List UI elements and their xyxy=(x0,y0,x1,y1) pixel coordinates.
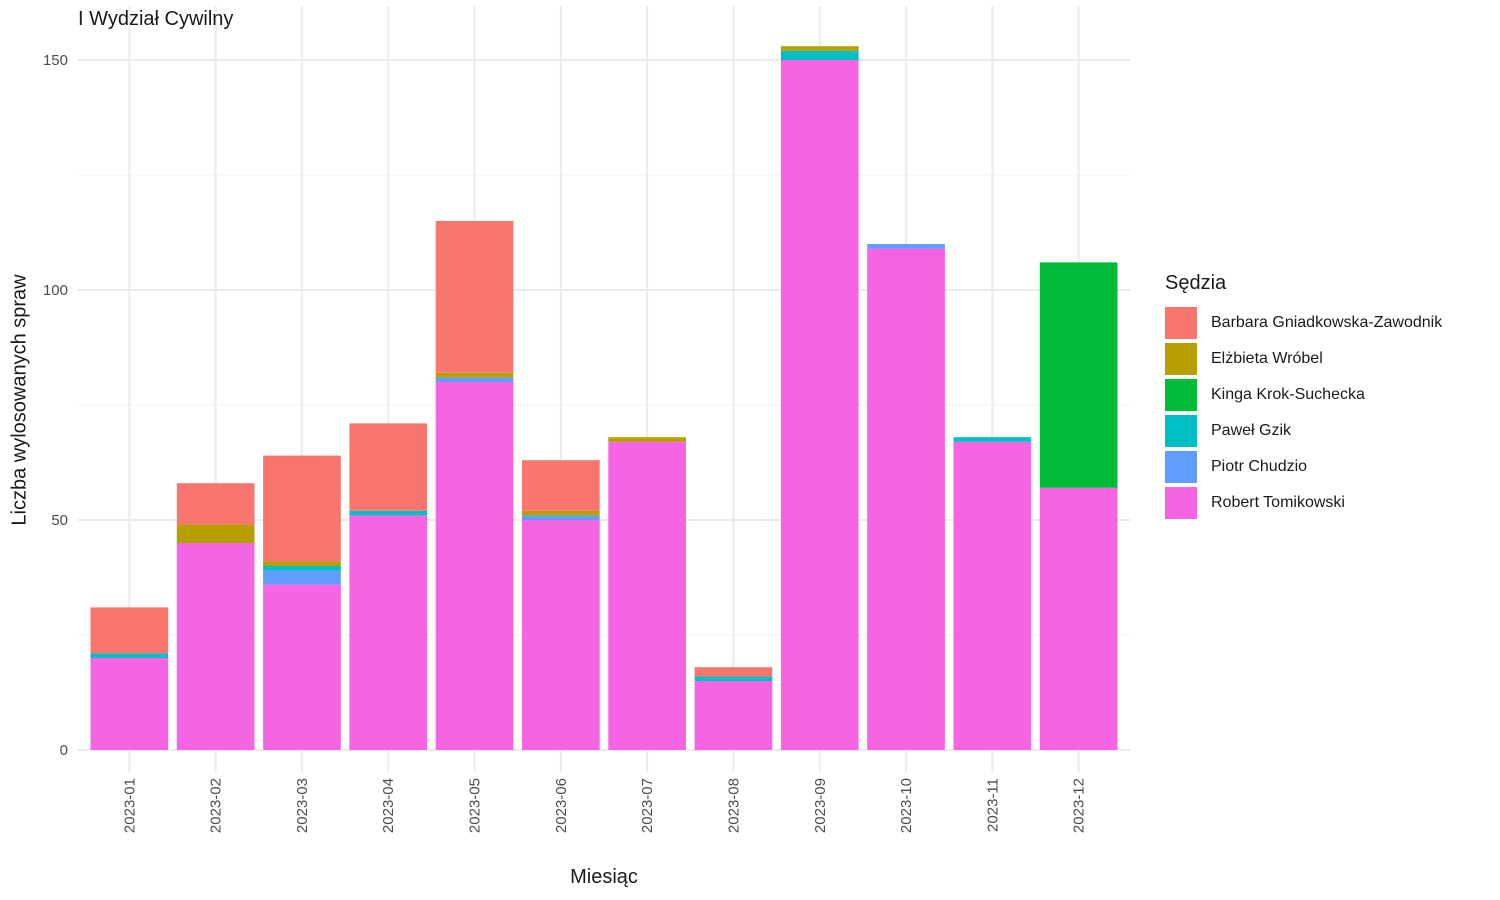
tick-layer: 0 50 100 150 2023-01 2023-02 2023-03 2023-04 202… xyxy=(43,52,1088,833)
y-tick-label: 150 xyxy=(43,52,68,69)
bar-segment xyxy=(780,50,859,60)
legend-item: Barbara Gniadkowska-Zawodnik xyxy=(1165,305,1442,341)
bar-segment xyxy=(90,658,169,750)
y-tick-label: 0 xyxy=(60,742,68,759)
x-tick-label: 2023-04 xyxy=(380,778,397,833)
bar-segment xyxy=(263,455,341,562)
bar-segment xyxy=(90,653,169,658)
bar-segment xyxy=(953,441,1032,750)
bar-segment xyxy=(522,515,600,520)
bar-segment xyxy=(694,667,773,677)
x-tick-label: 2023-03 xyxy=(294,778,311,833)
bar-segment xyxy=(522,460,600,511)
bar-segment xyxy=(349,510,428,516)
legend-swatch xyxy=(1165,307,1197,339)
bar-segment xyxy=(953,437,1032,442)
legend-swatch xyxy=(1165,379,1197,411)
x-tick-label: 2023-10 xyxy=(898,778,915,833)
x-tick-label: 2023-11 xyxy=(984,778,1001,832)
x-tick-label: 2023-01 xyxy=(121,778,138,833)
bar-segment xyxy=(694,676,773,681)
bar-segment xyxy=(867,248,945,750)
legend-items: Barbara Gniadkowska-Zawodnik Elżbieta Wró… xyxy=(1165,305,1442,521)
bar-segment xyxy=(349,515,428,750)
legend-swatch xyxy=(1165,451,1197,483)
legend-item: Elżbieta Wróbel xyxy=(1165,341,1442,377)
legend-item: Robert Tomikowski xyxy=(1165,485,1442,521)
legend-item: Paweł Gzik xyxy=(1165,413,1442,449)
legend-label: Barbara Gniadkowska-Zawodnik xyxy=(1211,314,1443,331)
y-axis-title: Liczba wylosowanych spraw xyxy=(8,274,31,526)
legend-item: Piotr Chudzio xyxy=(1165,449,1442,485)
legend-swatch xyxy=(1165,415,1197,447)
bar-segment xyxy=(435,221,514,373)
bar-segment xyxy=(90,607,169,654)
legend-label: Robert Tomikowski xyxy=(1211,494,1345,511)
x-tick-label: 2023-09 xyxy=(812,778,829,833)
bar-segment xyxy=(435,377,514,382)
legend-item: Kinga Krok-Suchecka xyxy=(1165,377,1442,413)
bar-segment xyxy=(608,437,686,442)
bar-segment xyxy=(522,520,600,750)
bar-segment xyxy=(780,60,859,750)
y-tick-label: 50 xyxy=(51,512,68,529)
x-tick-label: 2023-06 xyxy=(553,778,570,833)
bar-segment xyxy=(263,561,341,566)
bar-segment xyxy=(608,441,686,750)
bar-segment xyxy=(435,382,514,750)
bar-segment xyxy=(176,543,255,750)
bar-segment xyxy=(349,423,428,511)
bar-segment xyxy=(1039,487,1118,750)
x-axis-title: Miesiąc xyxy=(570,866,638,888)
chart-title: I Wydział Cywilny xyxy=(78,8,234,30)
bar-segment xyxy=(176,524,255,543)
x-tick-label: 2023-07 xyxy=(639,778,656,833)
bar-segment xyxy=(522,510,600,516)
legend-swatch xyxy=(1165,487,1197,519)
bar-segment xyxy=(435,372,514,378)
legend-label: Kinga Krok-Suchecka xyxy=(1211,386,1365,403)
legend-label: Paweł Gzik xyxy=(1211,422,1292,439)
bar-segment xyxy=(1039,262,1118,488)
bar-segment xyxy=(263,584,341,750)
legend-swatch xyxy=(1165,343,1197,375)
bar-segment xyxy=(263,566,341,571)
x-tick-label: 2023-02 xyxy=(208,778,225,833)
legend-label: Elżbieta Wróbel xyxy=(1211,350,1323,367)
bar-segment xyxy=(176,483,255,525)
x-tick-label: 2023-05 xyxy=(467,778,484,833)
y-tick-label: 100 xyxy=(43,282,68,299)
legend-label: Piotr Chudzio xyxy=(1211,458,1308,475)
legend: Sędzia Barbara Gniadkowska-Zawodnik Elżbi… xyxy=(1165,272,1442,521)
bar-segment xyxy=(694,681,773,750)
x-tick-label: 2023-12 xyxy=(1071,778,1088,833)
bar-segment xyxy=(867,244,945,249)
legend-title: Sędzia xyxy=(1165,272,1227,294)
bar-segment xyxy=(780,46,859,51)
bar-layer xyxy=(90,46,1118,750)
bar-segment xyxy=(263,570,341,585)
x-tick-label: 2023-08 xyxy=(725,778,742,833)
